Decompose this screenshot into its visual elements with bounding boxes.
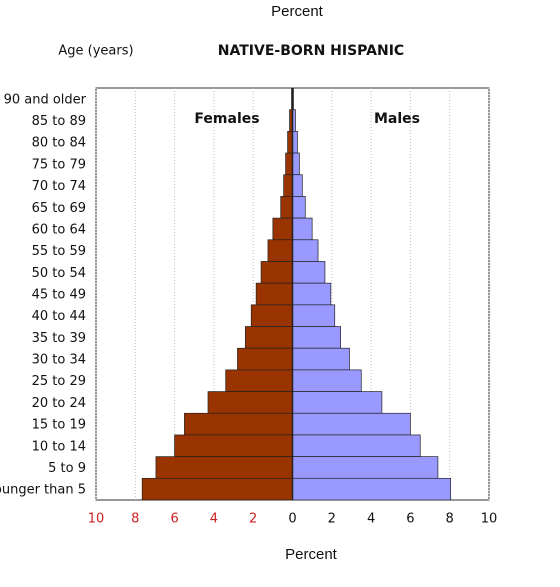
bar [285, 152, 293, 176]
y-tick-label: 10 to 14 [32, 439, 86, 454]
bar [292, 477, 452, 501]
y-tick-label: 30 to 34 [32, 353, 86, 368]
y-tick-label: 45 to 49 [32, 288, 86, 303]
legend-label: Females [194, 111, 259, 127]
bar [292, 347, 350, 371]
x-tick-label: 10 [481, 512, 498, 527]
bar [244, 326, 293, 349]
y-tick-label: 55 to 59 [32, 244, 86, 259]
bar [292, 196, 306, 219]
x-tick-label: 8 [131, 512, 139, 527]
bar [174, 434, 293, 457]
y-tick-label: 70 to 74 [32, 179, 86, 194]
bar [260, 261, 293, 284]
bar [225, 369, 293, 392]
x-label: Percent [285, 546, 338, 563]
y-tick-label: 25 to 29 [32, 374, 86, 389]
y-tick-label: 85 to 89 [32, 114, 86, 129]
x-tick-label: 2 [249, 512, 257, 527]
y-tick-label: Younger than 5 [0, 483, 86, 498]
bar [292, 174, 303, 197]
x-label-top: Percent [271, 3, 324, 20]
bar [255, 282, 293, 306]
bar [283, 174, 293, 197]
y-tick-label: 90 and older [4, 92, 87, 107]
bar [207, 391, 293, 414]
bar [267, 239, 293, 262]
y-tick-label: 15 to 19 [32, 418, 86, 433]
bar [292, 412, 411, 436]
bar [184, 412, 293, 436]
x-tick-label: 0 [288, 512, 296, 527]
y-label: Age (years) [58, 44, 133, 59]
bar [272, 217, 293, 241]
bar [292, 304, 336, 327]
x-tick-label: 6 [406, 512, 414, 527]
x-tick-label: 6 [170, 512, 178, 527]
y-tick-label: 40 to 44 [32, 309, 86, 324]
bar [292, 217, 313, 241]
bar [141, 477, 293, 501]
bar [292, 391, 383, 414]
x-tick-label: 10 [88, 512, 105, 527]
bar [250, 304, 293, 327]
x-tick-label: 8 [446, 512, 454, 527]
y-tick-label: 65 to 69 [32, 201, 86, 216]
y-tick-label: 80 to 84 [32, 136, 86, 151]
bar [292, 239, 319, 262]
y-tick-label: 50 to 54 [32, 266, 86, 281]
y-tick-label: 75 to 79 [32, 157, 86, 172]
y-tick-label: 20 to 24 [32, 396, 86, 411]
y-tick-label: 5 to 9 [48, 461, 86, 476]
bar [292, 282, 332, 306]
y-tick-label: 35 to 39 [32, 331, 86, 346]
bar [292, 456, 439, 479]
bar [292, 152, 300, 176]
bar [237, 347, 293, 371]
x-tick-label: 4 [367, 512, 375, 527]
bar [292, 326, 341, 349]
x-tick-label: 4 [210, 512, 218, 527]
bar [280, 196, 293, 219]
legend-label: Males [374, 111, 420, 127]
bar [292, 261, 326, 284]
chart-title: NATIVE-BORN HISPANIC [218, 43, 404, 59]
bar [292, 434, 421, 457]
y-tick-label: 60 to 64 [32, 222, 86, 237]
x-tick-label: 2 [328, 512, 336, 527]
bar [155, 456, 293, 479]
bar [292, 369, 362, 392]
